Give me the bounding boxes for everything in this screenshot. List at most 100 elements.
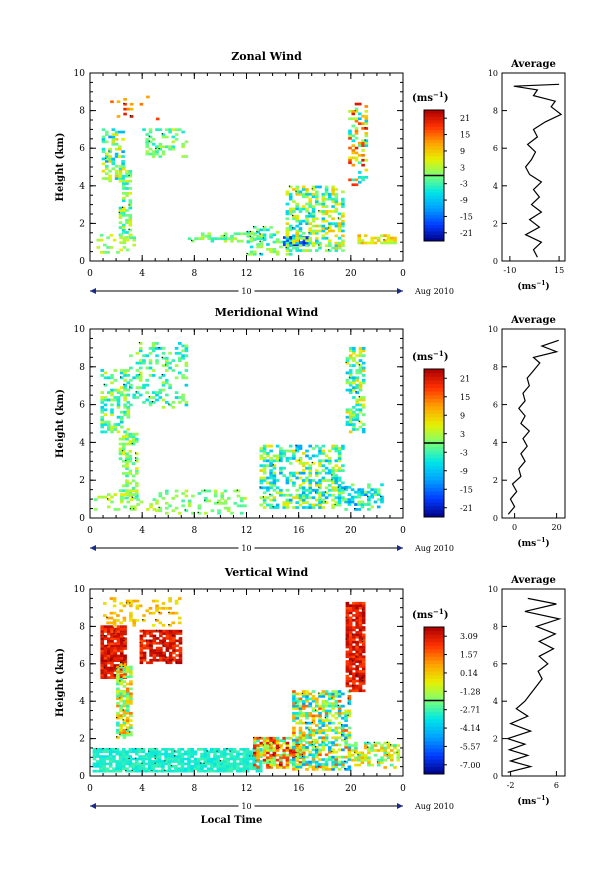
- colorbar-segment: [424, 406, 444, 411]
- heatmap-cell: [175, 632, 179, 635]
- heatmap-cell: [344, 738, 348, 742]
- heatmap-cell: [364, 158, 369, 162]
- heatmap-cell: [180, 760, 185, 763]
- heatmap-cell: [348, 604, 353, 607]
- heatmap-cell: [311, 188, 316, 191]
- heatmap-cell: [352, 347, 356, 350]
- heatmap-cell: [183, 752, 188, 756]
- heatmap-cell: [266, 751, 270, 755]
- heatmap-cell: [125, 484, 129, 488]
- heatmap-cell: [103, 408, 108, 412]
- heatmap-cell: [358, 408, 363, 412]
- heatmap-cell: [288, 498, 293, 502]
- heatmap-cell: [360, 241, 365, 245]
- heatmap-cell: [360, 756, 365, 760]
- heatmap-cell: [219, 765, 224, 768]
- heatmap-cell: [390, 756, 394, 760]
- heatmap-cell: [324, 692, 329, 696]
- heatmap-cell: [334, 200, 339, 203]
- heatmap-cell: [148, 757, 152, 761]
- heatmap-cell: [177, 748, 181, 751]
- heatmap-cell: [167, 748, 172, 751]
- heatmap-cell: [154, 748, 159, 751]
- heatmap-cell: [216, 760, 221, 763]
- heatmap-cell: [272, 250, 277, 254]
- heatmap-cell: [354, 129, 359, 133]
- heatmap-cell: [352, 653, 356, 656]
- heatmap-cell: [158, 128, 163, 131]
- heatmap-cell: [348, 631, 353, 634]
- heatmap-cell: [358, 144, 362, 147]
- heatmap-cell: [172, 634, 176, 638]
- heatmap-cell: [178, 661, 183, 665]
- heatmap-cell: [318, 210, 322, 213]
- heatmap-cell: [354, 508, 358, 511]
- heatmap-cell: [361, 638, 366, 642]
- heatmap-cell: [279, 449, 283, 453]
- heatmap-cell: [131, 474, 136, 478]
- heatmap-cell: [308, 241, 312, 245]
- heatmap-cell: [354, 756, 358, 760]
- heatmap-cell: [171, 401, 176, 404]
- heatmap-cell: [99, 233, 104, 237]
- heatmap-cell: [288, 192, 293, 196]
- heatmap-cell: [341, 748, 345, 752]
- heatmap-cell: [122, 699, 127, 703]
- colorbar-segment: [424, 711, 444, 716]
- heatmap-cell: [358, 425, 363, 429]
- heatmap-cell: [367, 498, 371, 501]
- heatmap-cell: [256, 234, 260, 238]
- heatmap-cell: [361, 660, 366, 663]
- heatmap-cell: [315, 229, 319, 233]
- avg-unit-base: (ms: [517, 796, 536, 807]
- heatmap-cell: [132, 621, 136, 625]
- heatmap-cell: [363, 741, 368, 745]
- heatmap-cell: [361, 640, 366, 644]
- heatmap-cell: [132, 236, 136, 240]
- heatmap-cell: [352, 364, 356, 367]
- heatmap-cell: [358, 366, 363, 370]
- heatmap-cell: [223, 239, 228, 243]
- contour-dot: [151, 769, 153, 771]
- heatmap-cell: [115, 767, 119, 771]
- heatmap-cell: [118, 155, 122, 158]
- heatmap-cell: [151, 750, 155, 754]
- heatmap-cell: [337, 241, 342, 245]
- colorbar-segment: [424, 372, 444, 377]
- heatmap-cell: [174, 364, 179, 367]
- heatmap-cell: [105, 130, 109, 134]
- average-y-tick-label: 6: [493, 144, 498, 153]
- heatmap-cell: [288, 185, 293, 189]
- heatmap-cell: [132, 599, 136, 603]
- heatmap-cell: [105, 157, 109, 161]
- heatmap-cell: [298, 249, 303, 252]
- heatmap-cell: [331, 760, 335, 764]
- heatmap-cell: [154, 755, 159, 758]
- heatmap-cell: [249, 762, 253, 766]
- heatmap-cell: [242, 762, 247, 766]
- heatmap-cell: [118, 177, 122, 180]
- average-profile-line: [505, 597, 562, 773]
- heatmap-cell: [123, 627, 127, 631]
- heatmap-cell: [219, 769, 224, 773]
- colorbar-segment: [424, 513, 444, 518]
- heatmap-cell: [118, 765, 123, 768]
- heatmap-cell: [341, 724, 345, 727]
- heatmap-cell: [318, 707, 322, 710]
- heatmap-cell: [256, 243, 260, 246]
- heatmap-cell: [210, 750, 214, 754]
- heatmap-cell: [308, 741, 312, 744]
- heatmap-cell: [352, 376, 356, 380]
- heatmap-cell: [315, 471, 319, 475]
- heatmap-cell: [308, 229, 312, 233]
- heatmap-cell: [131, 435, 136, 438]
- heatmap-cell: [321, 721, 326, 725]
- contour-dot: [337, 217, 339, 219]
- heatmap-cell: [305, 493, 309, 497]
- heatmap-cell: [196, 769, 201, 773]
- heatmap-cell: [135, 491, 139, 495]
- colorbar-segment: [424, 494, 444, 499]
- heatmap-cell: [331, 758, 335, 761]
- heatmap-cell: [236, 494, 241, 498]
- y-tick-label: 2: [79, 476, 85, 486]
